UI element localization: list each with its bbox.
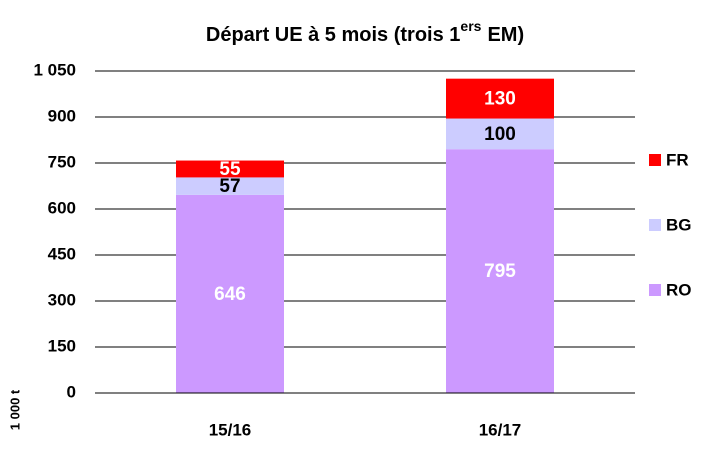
- y-tick-label: 750: [48, 152, 76, 171]
- y-tick-label: 600: [48, 198, 76, 217]
- data-label: 130: [484, 89, 516, 110]
- legend-label: FR: [666, 150, 689, 169]
- y-tick-label: 450: [48, 244, 76, 263]
- title-main: Départ UE à 5 mois (trois 1: [206, 24, 461, 46]
- data-label: 795: [484, 261, 516, 282]
- x-tick-label: 16/17: [479, 420, 522, 439]
- y-tick-label: 1 050: [33, 60, 76, 79]
- legend-swatch: [649, 284, 661, 296]
- title-end: EM): [487, 24, 524, 46]
- data-label: 646: [214, 284, 246, 305]
- y-axis-label: 1 000 t: [7, 389, 22, 430]
- bar-segment: [176, 194, 284, 393]
- data-label: 57: [219, 176, 240, 197]
- legend-swatch: [649, 154, 661, 166]
- y-tick-label: 300: [48, 290, 76, 309]
- bar-segment: [446, 118, 554, 150]
- legend-label: RO: [666, 280, 692, 299]
- bar-segment: [446, 149, 554, 393]
- legend-label: BG: [666, 215, 692, 234]
- data-label: 55: [219, 159, 241, 180]
- title-superscript: ers: [460, 18, 481, 34]
- y-tick-label: 150: [48, 336, 76, 355]
- y-tick-label: 0: [67, 382, 76, 401]
- bar-segment: [176, 177, 284, 195]
- bar-segment: [446, 78, 554, 119]
- legend-swatch: [649, 219, 661, 231]
- bar-segment: [176, 160, 284, 178]
- data-label: 100: [484, 124, 516, 145]
- x-tick-label: 15/16: [209, 420, 252, 439]
- y-tick-label: 900: [48, 106, 76, 125]
- chart-title: Départ UE à 5 mois (trois 1ers EM): [206, 18, 524, 47]
